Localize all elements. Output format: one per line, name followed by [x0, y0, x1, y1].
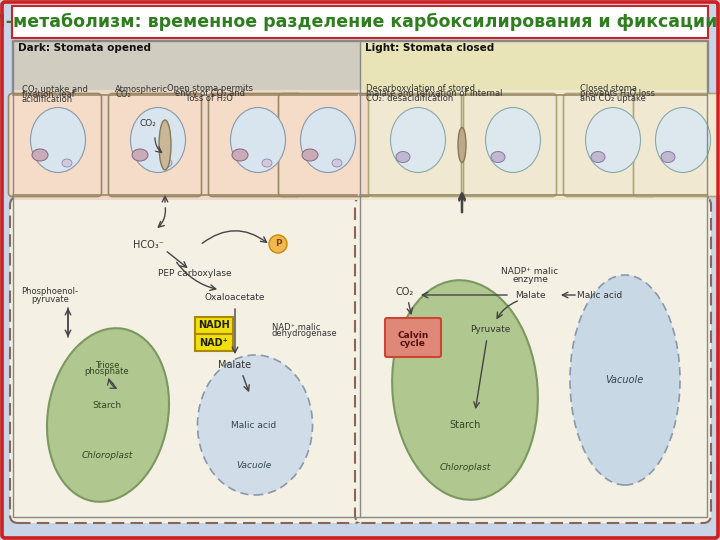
Ellipse shape — [62, 159, 72, 167]
Text: Starch: Starch — [449, 420, 481, 430]
Ellipse shape — [661, 152, 675, 163]
Ellipse shape — [570, 275, 680, 485]
Text: PEP carboxylase: PEP carboxylase — [158, 268, 232, 278]
FancyBboxPatch shape — [360, 90, 707, 200]
Circle shape — [269, 235, 287, 253]
Text: Vacuole: Vacuole — [605, 375, 643, 385]
Text: Triose: Triose — [95, 361, 120, 369]
Ellipse shape — [491, 152, 505, 163]
Ellipse shape — [485, 107, 541, 172]
Text: pyruvate: pyruvate — [31, 294, 69, 303]
Ellipse shape — [392, 280, 538, 500]
FancyBboxPatch shape — [209, 93, 302, 197]
Text: CO₂: CO₂ — [140, 119, 156, 129]
Text: Vacuole: Vacuole — [236, 461, 271, 469]
Ellipse shape — [262, 159, 272, 167]
Ellipse shape — [47, 328, 169, 502]
Ellipse shape — [655, 107, 711, 172]
Text: Chloroplast: Chloroplast — [81, 450, 132, 460]
Text: CO₂: CO₂ — [115, 90, 131, 99]
FancyBboxPatch shape — [355, 197, 711, 523]
Ellipse shape — [302, 149, 318, 161]
Text: Decarboxylation of stored: Decarboxylation of stored — [366, 84, 475, 93]
Ellipse shape — [591, 152, 605, 163]
Text: prevents H₂O loss: prevents H₂O loss — [580, 89, 655, 98]
FancyBboxPatch shape — [12, 40, 708, 518]
Text: enzyme: enzyme — [512, 274, 548, 284]
FancyBboxPatch shape — [385, 318, 441, 357]
FancyBboxPatch shape — [13, 41, 360, 90]
Text: fixation: leaf: fixation: leaf — [22, 90, 75, 99]
Text: Chloroplast: Chloroplast — [439, 463, 490, 472]
Ellipse shape — [300, 107, 356, 172]
Ellipse shape — [130, 107, 186, 172]
Text: Oxaloacetate: Oxaloacetate — [204, 294, 265, 302]
Ellipse shape — [197, 355, 312, 495]
FancyBboxPatch shape — [195, 317, 233, 334]
FancyBboxPatch shape — [634, 93, 720, 197]
Text: Malic acid: Malic acid — [577, 291, 623, 300]
Text: NADH: NADH — [198, 320, 230, 330]
Text: CO₂ uptake and: CO₂ uptake and — [22, 85, 88, 94]
Text: phosphate: phosphate — [85, 367, 130, 375]
Text: САМ-метаболизм: временное разделение карбоксилирования и фиксации СО₂: САМ-метаболизм: временное разделение кар… — [0, 13, 720, 31]
Text: Light: Stomata closed: Light: Stomata closed — [365, 43, 494, 53]
Text: Pyruvate: Pyruvate — [470, 326, 510, 334]
FancyBboxPatch shape — [195, 334, 233, 351]
Text: Malic acid: Malic acid — [231, 421, 276, 429]
Ellipse shape — [390, 107, 446, 172]
Text: Calvin: Calvin — [397, 330, 428, 340]
Ellipse shape — [30, 107, 86, 172]
FancyBboxPatch shape — [109, 93, 202, 197]
Text: Open stoma permits: Open stoma permits — [167, 84, 253, 93]
Text: cycle: cycle — [400, 340, 426, 348]
FancyBboxPatch shape — [13, 90, 360, 200]
Ellipse shape — [32, 149, 48, 161]
Text: Phosphoenol-: Phosphoenol- — [22, 287, 78, 296]
Text: Dark: Stomata opened: Dark: Stomata opened — [18, 43, 151, 53]
Text: NAD⁺: NAD⁺ — [199, 338, 228, 348]
FancyBboxPatch shape — [464, 93, 557, 197]
Ellipse shape — [585, 107, 641, 172]
Text: Starch: Starch — [92, 401, 122, 409]
Text: NADP⁺ malic: NADP⁺ malic — [501, 267, 559, 276]
Text: and CO₂ uptake: and CO₂ uptake — [580, 94, 646, 103]
Ellipse shape — [396, 152, 410, 163]
Ellipse shape — [458, 127, 466, 163]
Text: entry of CO₂ and: entry of CO₂ and — [175, 89, 245, 98]
Ellipse shape — [159, 120, 171, 170]
Text: acidification: acidification — [22, 95, 73, 104]
Text: HCO₃⁻: HCO₃⁻ — [132, 240, 163, 250]
Text: dehydrogenase: dehydrogenase — [272, 329, 338, 339]
FancyBboxPatch shape — [13, 41, 360, 517]
FancyBboxPatch shape — [279, 93, 372, 197]
Text: CO₂: CO₂ — [396, 287, 414, 297]
FancyBboxPatch shape — [9, 93, 102, 197]
Ellipse shape — [232, 149, 248, 161]
Text: P: P — [275, 240, 282, 248]
FancyBboxPatch shape — [369, 93, 462, 197]
FancyBboxPatch shape — [12, 6, 708, 38]
FancyBboxPatch shape — [10, 197, 362, 523]
Ellipse shape — [162, 159, 172, 167]
Text: loss of H₂O: loss of H₂O — [187, 94, 233, 103]
Ellipse shape — [132, 149, 148, 161]
Text: NAD⁺ malic: NAD⁺ malic — [272, 322, 320, 332]
Ellipse shape — [230, 107, 286, 172]
Text: Closed stoma: Closed stoma — [580, 84, 637, 93]
Text: Malate: Malate — [218, 360, 251, 370]
FancyBboxPatch shape — [360, 41, 707, 517]
Ellipse shape — [332, 159, 342, 167]
Text: CO₂: desacidification: CO₂: desacidification — [366, 94, 454, 103]
FancyBboxPatch shape — [360, 41, 707, 90]
Text: Atmospheric: Atmospheric — [115, 85, 168, 94]
Text: malate and refixation of internal: malate and refixation of internal — [366, 89, 503, 98]
FancyBboxPatch shape — [564, 93, 657, 197]
Text: Malate: Malate — [515, 291, 545, 300]
